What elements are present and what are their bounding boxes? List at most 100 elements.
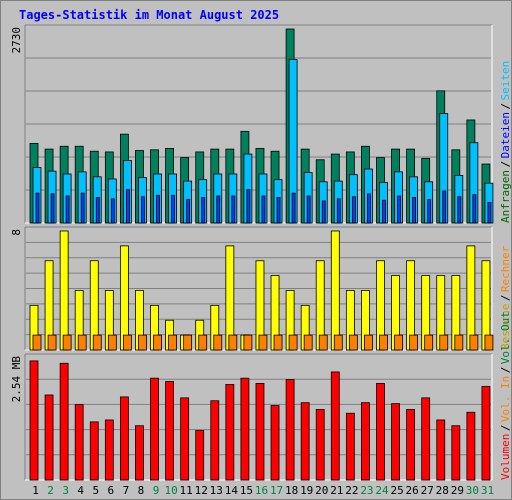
bar-visits-rechner-day-15 bbox=[243, 334, 253, 351]
bar-visits-rechner-day-21 bbox=[333, 334, 343, 351]
bar-hits-seiten-day-23 bbox=[367, 193, 371, 224]
bar-volume-volumen-day-2 bbox=[44, 394, 54, 481]
bar-visits-rechner-day-2 bbox=[47, 334, 57, 351]
bar-volume-volumen-day-11 bbox=[180, 397, 190, 481]
bar-visits-rechner-day-29 bbox=[454, 334, 464, 351]
x-tick-label-day-27: 27 bbox=[421, 484, 434, 497]
bar-hits-seiten-day-9 bbox=[156, 194, 160, 224]
bar-visits-rechner-day-9 bbox=[153, 334, 162, 351]
bar-visits-rechner-day-13 bbox=[213, 334, 223, 351]
bar-hits-seiten-day-6 bbox=[110, 198, 115, 224]
bar-volume-volumen-day-13 bbox=[210, 400, 220, 481]
bar-volume-volumen-day-9 bbox=[150, 377, 159, 481]
bar-hits-seiten-day-3 bbox=[65, 195, 70, 224]
bar-visits-rechner-day-18 bbox=[288, 334, 298, 351]
bar-visits-rechner-day-26 bbox=[409, 334, 419, 351]
bar-visits-rechner-day-25 bbox=[394, 334, 403, 351]
x-tick-label-day-11: 11 bbox=[180, 484, 193, 497]
x-tick-label-day-15: 15 bbox=[240, 484, 253, 497]
bar-visits-rechner-day-20 bbox=[318, 334, 328, 351]
bar-hits-seiten-day-17 bbox=[276, 197, 281, 224]
x-tick-label-day-7: 7 bbox=[123, 484, 130, 497]
bar-visits-rechner-day-3 bbox=[62, 334, 72, 351]
bar-hits-seiten-day-21 bbox=[336, 198, 341, 224]
bar-visits-besuche-day-14 bbox=[225, 245, 235, 351]
bar-visits-rechner-day-28 bbox=[439, 334, 449, 351]
bar-volume-volumen-day-12 bbox=[195, 430, 205, 481]
bar-hits-seiten-day-28 bbox=[442, 190, 447, 224]
bar-hits-seiten-day-14 bbox=[231, 195, 236, 224]
bar-volume-volumen-day-24 bbox=[376, 383, 385, 481]
y-axis-max-label-volume: 2.54 MB bbox=[10, 356, 23, 403]
chart-title: Tages-Statistik im Monat August 2025 bbox=[19, 8, 280, 22]
bar-hits-seiten-day-1 bbox=[35, 192, 40, 224]
bar-hits-seiten-day-27 bbox=[427, 199, 432, 224]
bar-volume-volumen-day-15 bbox=[240, 377, 250, 481]
bar-hits-seiten-day-7 bbox=[125, 189, 130, 224]
bar-volume-volumen-day-6 bbox=[104, 419, 114, 481]
bar-volume-volumen-day-23 bbox=[361, 402, 370, 481]
x-tick-label-day-26: 26 bbox=[406, 484, 419, 497]
right-label-separator: / bbox=[499, 103, 511, 110]
right-label-volumen: Volumen bbox=[499, 434, 511, 480]
y-axis-max-label-visits: 8 bbox=[10, 229, 23, 236]
x-tick-label-day-16: 16 bbox=[255, 484, 268, 497]
right-label-separator: / bbox=[499, 294, 511, 301]
bar-volume-volumen-day-25 bbox=[391, 403, 400, 481]
bar-hits-seiten-day-20 bbox=[321, 200, 326, 224]
bar-hits-seiten-day-16 bbox=[261, 195, 266, 224]
bar-visits-besuche-day-3 bbox=[59, 230, 69, 351]
bar-volume-volumen-day-28 bbox=[436, 419, 446, 481]
bar-volume-volumen-day-16 bbox=[255, 383, 265, 481]
x-tick-label-day-18: 18 bbox=[285, 484, 298, 497]
bar-volume-volumen-day-30 bbox=[466, 411, 476, 481]
bar-hits-seiten-day-31 bbox=[487, 201, 492, 224]
x-tick-label-day-13: 13 bbox=[210, 484, 223, 497]
bar-visits-rechner-day-27 bbox=[424, 334, 434, 351]
bar-visits-rechner-day-23 bbox=[364, 334, 373, 351]
bar-hits-seiten-day-19 bbox=[306, 195, 311, 224]
bar-volume-volumen-day-20 bbox=[315, 408, 325, 481]
bar-visits-rechner-day-4 bbox=[77, 334, 87, 351]
bar-hits-seiten-day-24 bbox=[382, 199, 386, 224]
bar-visits-rechner-day-22 bbox=[348, 334, 358, 351]
right-label-dateien: Dateien bbox=[499, 112, 511, 158]
x-tick-label-day-25: 25 bbox=[390, 484, 403, 497]
bar-hits-seiten-day-18 bbox=[291, 192, 296, 224]
x-tick-label-day-30: 30 bbox=[466, 484, 479, 497]
x-tick-label-day-29: 29 bbox=[451, 484, 464, 497]
x-tick-label-day-19: 19 bbox=[300, 484, 313, 497]
bar-volume-volumen-day-3 bbox=[59, 362, 69, 481]
bar-hits-seiten-day-8 bbox=[141, 196, 145, 224]
right-label-besuche: Besuche bbox=[499, 304, 511, 350]
bar-visits-rechner-day-12 bbox=[198, 334, 208, 351]
bar-visits-besuche-day-30 bbox=[466, 245, 476, 351]
bar-volume-volumen-day-29 bbox=[451, 425, 461, 481]
right-label-separator: / bbox=[499, 367, 511, 374]
bar-hits-seiten-day-2 bbox=[50, 193, 55, 224]
bar-visits-rechner-day-1 bbox=[32, 334, 42, 351]
bar-volume-volumen-day-5 bbox=[89, 421, 99, 481]
bar-visits-besuche-day-21 bbox=[330, 230, 340, 351]
x-tick-label-day-8: 8 bbox=[138, 484, 145, 497]
x-tick-label-day-31: 31 bbox=[481, 484, 494, 497]
bar-hits-seiten-day-15 bbox=[246, 189, 251, 224]
bar-hits-seiten-day-5 bbox=[95, 197, 100, 224]
bar-visits-rechner-day-31 bbox=[484, 334, 494, 351]
x-tick-label-day-21: 21 bbox=[330, 484, 343, 497]
bar-hits-seiten-day-25 bbox=[397, 195, 401, 224]
bar-visits-rechner-day-7 bbox=[122, 334, 132, 351]
x-tick-label-day-12: 12 bbox=[195, 484, 208, 497]
right-label-anfragen: Anfragen bbox=[499, 170, 511, 223]
bar-volume-volumen-day-31 bbox=[481, 385, 491, 481]
x-tick-label-day-9: 9 bbox=[153, 484, 160, 497]
bar-visits-rechner-day-6 bbox=[107, 334, 117, 351]
bar-volume-volumen-day-8 bbox=[135, 425, 144, 481]
x-tick-label-day-5: 5 bbox=[92, 484, 99, 497]
x-tick-label-day-20: 20 bbox=[315, 484, 328, 497]
bar-volume-volumen-day-10 bbox=[165, 381, 174, 481]
bar-hits-seiten-day-13 bbox=[216, 195, 221, 224]
bar-visits-rechner-day-30 bbox=[469, 334, 479, 351]
bar-visits-rechner-day-16 bbox=[258, 334, 268, 351]
